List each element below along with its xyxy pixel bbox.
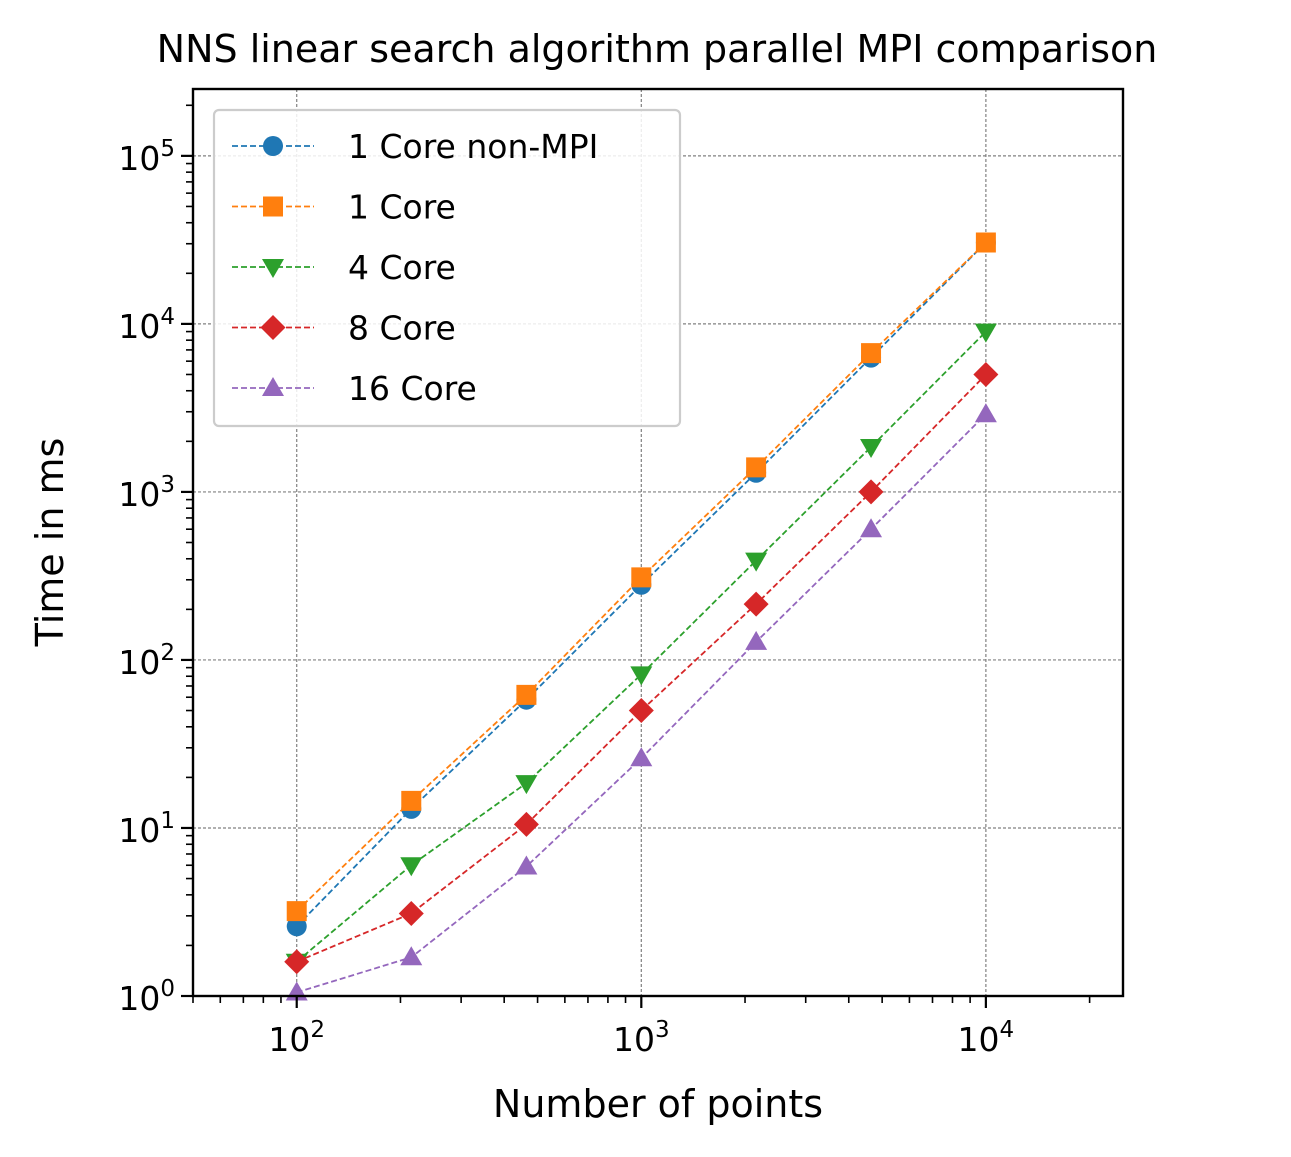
data-point bbox=[400, 946, 423, 966]
data-point bbox=[745, 630, 768, 650]
legend-label: 1 Core non-MPI bbox=[348, 127, 598, 166]
x-tick-label: 103 bbox=[613, 1017, 670, 1059]
data-point bbox=[398, 900, 424, 926]
data-point bbox=[631, 567, 652, 588]
y-tick-label: 105 bbox=[118, 136, 175, 178]
data-point bbox=[860, 518, 883, 538]
legend-label: 8 Core bbox=[348, 309, 456, 348]
y-tick-label: 103 bbox=[118, 472, 175, 514]
legend-marker bbox=[262, 259, 284, 278]
legend-marker bbox=[263, 196, 283, 217]
x-axis-label: Number of points bbox=[493, 1082, 823, 1126]
legend-marker bbox=[260, 315, 286, 340]
data-point bbox=[630, 666, 653, 686]
legend-label: 16 Core bbox=[348, 369, 477, 408]
series-8-core bbox=[284, 361, 999, 975]
data-point bbox=[628, 698, 654, 724]
data-point bbox=[746, 457, 767, 478]
data-point bbox=[286, 901, 307, 922]
legend-box bbox=[212, 108, 682, 428]
data-point bbox=[974, 323, 997, 343]
data-point bbox=[973, 361, 999, 387]
legend-marker bbox=[262, 377, 284, 396]
legend: 1 Core non-MPI 1 Core 4 Core 8 Core 16 Core bbox=[212, 108, 682, 428]
data-point bbox=[861, 343, 882, 364]
series-layer bbox=[284, 232, 999, 1001]
legend-label: 1 Core bbox=[348, 188, 456, 227]
data-point bbox=[630, 747, 653, 767]
data-point bbox=[513, 811, 539, 837]
data-point bbox=[974, 403, 997, 423]
x-tick-label: 102 bbox=[268, 1017, 325, 1059]
data-point bbox=[401, 790, 422, 811]
data-point bbox=[743, 591, 769, 617]
y-tick-label: 104 bbox=[118, 304, 175, 346]
data-point bbox=[516, 684, 537, 705]
legend-entry: 1 Core non-MPI bbox=[232, 127, 598, 166]
ticks: 102 103 104 100 101 102 103 104 105 bbox=[118, 104, 1091, 1059]
data-point bbox=[745, 552, 768, 572]
y-tick-label: 100 bbox=[118, 976, 175, 1018]
x-tick-label: 104 bbox=[958, 1017, 1015, 1059]
chart-title: NNS linear search algorithm parallel MPI… bbox=[157, 27, 1158, 71]
data-point bbox=[400, 857, 423, 877]
data-point bbox=[858, 479, 884, 505]
data-point bbox=[975, 232, 996, 253]
data-point bbox=[515, 855, 538, 875]
legend-entry: 16 Core bbox=[232, 369, 477, 408]
legend-entry: 8 Core bbox=[232, 309, 456, 348]
legend-entry: 1 Core bbox=[232, 188, 456, 227]
data-point bbox=[515, 775, 538, 795]
data-point bbox=[860, 439, 883, 459]
y-tick-label: 102 bbox=[118, 640, 175, 682]
legend-marker bbox=[263, 136, 283, 156]
y-axis-label: Time in ms bbox=[28, 438, 72, 648]
data-point bbox=[286, 916, 307, 937]
y-tick-label: 101 bbox=[118, 808, 175, 850]
series-1-core bbox=[286, 232, 996, 922]
legend-label: 4 Core bbox=[348, 248, 456, 287]
data-point bbox=[284, 949, 310, 975]
legend-entry: 4 Core bbox=[232, 248, 456, 287]
